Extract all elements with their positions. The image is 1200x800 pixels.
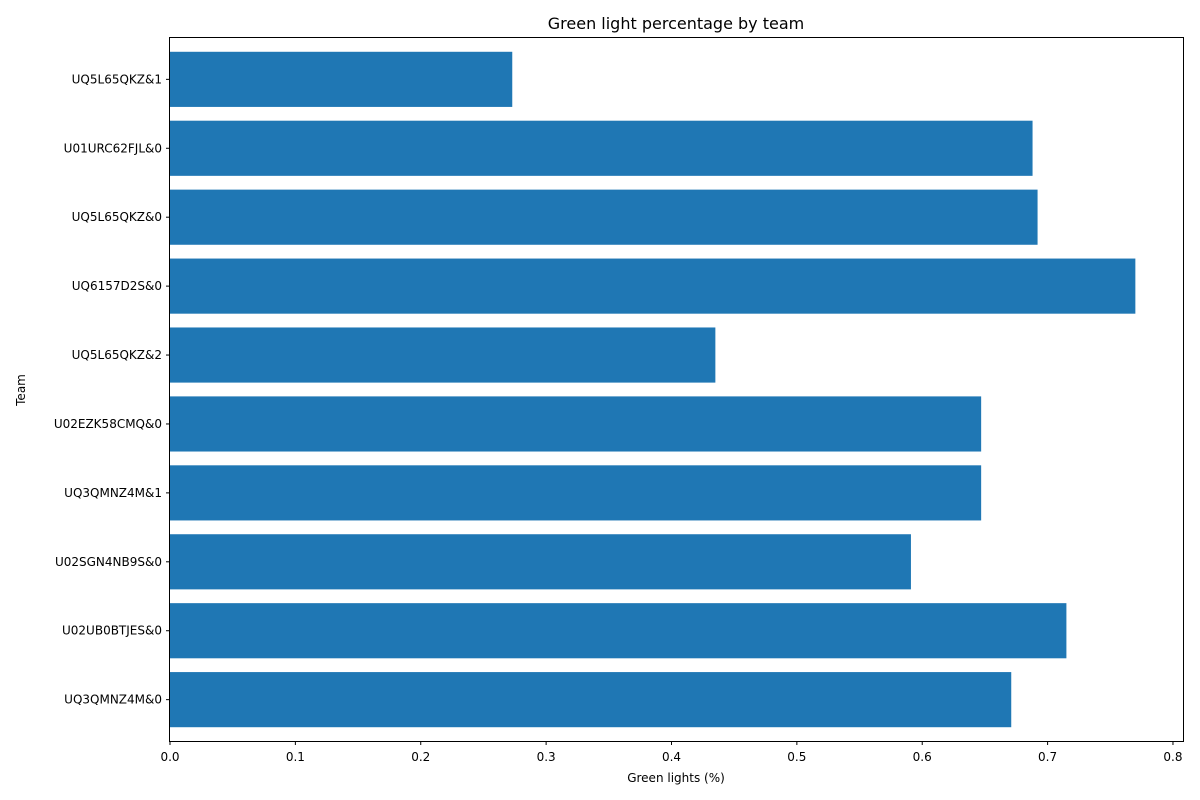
chart-title: Green light percentage by team — [548, 14, 804, 33]
y-axis: UQ5L65QKZ&1 U01URC62FJL&0 UQ5L65QKZ&0 UQ615… — [54, 72, 170, 707]
bar-2 — [170, 189, 1038, 245]
bars-group — [170, 51, 1136, 728]
bar-8 — [170, 603, 1067, 659]
y-tick-label: UQ3QMNZ4M&0 — [64, 693, 162, 707]
x-axis-title: Green lights (%) — [627, 771, 725, 785]
x-tick-label: 0.0 — [160, 750, 179, 764]
y-tick-label: U02EZK58CMQ&0 — [54, 417, 162, 431]
x-axis: 0.0 0.1 0.2 0.3 0.4 0.5 0.6 0.7 0.8 — [160, 741, 1183, 764]
y-tick-label: UQ3QMNZ4M&1 — [64, 486, 162, 500]
bar-5 — [170, 396, 982, 452]
bar-9 — [170, 672, 1012, 728]
x-tick-label: 0.8 — [1163, 750, 1182, 764]
x-tick-label: 0.4 — [662, 750, 681, 764]
y-tick-label: UQ5L65QKZ&1 — [72, 72, 162, 86]
bar-4 — [170, 327, 716, 383]
y-axis-title: Team — [14, 374, 28, 407]
bar-7 — [170, 534, 911, 590]
bar-6 — [170, 465, 982, 521]
bar-3 — [170, 258, 1136, 314]
bar-1 — [170, 120, 1033, 176]
x-tick-label: 0.1 — [286, 750, 305, 764]
x-tick-label: 0.2 — [411, 750, 430, 764]
y-tick-label: UQ6157D2S&0 — [72, 279, 162, 293]
y-tick-label: U02SGN4NB9S&0 — [55, 555, 162, 569]
plot-frame — [169, 37, 1184, 742]
y-tick-label: UQ5L65QKZ&0 — [72, 210, 162, 224]
bar-0 — [170, 51, 513, 107]
x-tick-label: 0.3 — [537, 750, 556, 764]
x-tick-label: 0.7 — [1038, 750, 1057, 764]
y-tick-label: UQ5L65QKZ&2 — [72, 348, 162, 362]
x-tick-label: 0.6 — [913, 750, 932, 764]
y-tick-label: U01URC62FJL&0 — [64, 141, 162, 155]
y-tick-label: U02UB0BTJES&0 — [62, 624, 162, 638]
x-tick-label: 0.5 — [787, 750, 806, 764]
